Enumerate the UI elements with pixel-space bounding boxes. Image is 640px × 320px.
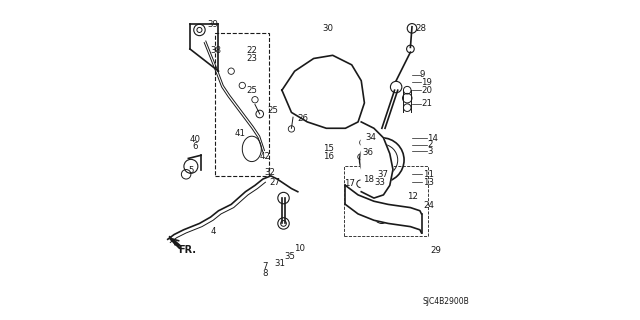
Text: 40: 40 [190, 135, 201, 144]
Text: 34: 34 [365, 133, 376, 142]
Text: 41: 41 [235, 129, 246, 138]
Text: 24: 24 [423, 201, 434, 210]
Text: 18: 18 [363, 174, 374, 184]
Text: 13: 13 [423, 178, 434, 187]
Text: SJC4B2900B: SJC4B2900B [422, 297, 469, 306]
Text: 27: 27 [269, 178, 280, 187]
Text: 15: 15 [323, 144, 333, 153]
Bar [344, 166, 428, 236]
Bar [215, 33, 269, 176]
Polygon shape [346, 185, 422, 233]
Text: 42: 42 [260, 152, 271, 161]
Text: 33: 33 [374, 178, 385, 187]
Text: 36: 36 [363, 148, 374, 156]
Text: 5: 5 [188, 166, 194, 175]
Text: 3: 3 [428, 147, 433, 156]
Polygon shape [361, 122, 393, 198]
Text: 16: 16 [323, 152, 333, 161]
Text: 8: 8 [262, 269, 268, 278]
Text: 25: 25 [268, 106, 278, 115]
Polygon shape [170, 236, 180, 249]
Text: 35: 35 [284, 252, 296, 261]
Polygon shape [282, 55, 364, 128]
Text: 32: 32 [264, 168, 275, 177]
Text: 21: 21 [422, 99, 433, 108]
Text: FR.: FR. [178, 245, 196, 255]
Text: 10: 10 [294, 244, 305, 253]
Text: 17: 17 [344, 179, 355, 188]
Text: 14: 14 [428, 134, 438, 143]
Text: 12: 12 [407, 192, 418, 201]
Text: 7: 7 [262, 262, 268, 271]
Text: 31: 31 [274, 259, 285, 268]
Text: 6: 6 [193, 142, 198, 151]
Text: 39: 39 [207, 20, 218, 29]
Text: 26: 26 [298, 114, 308, 123]
Text: 28: 28 [415, 24, 426, 33]
Text: 25: 25 [246, 86, 257, 95]
Text: 19: 19 [422, 78, 433, 87]
Text: 38: 38 [211, 46, 221, 55]
Text: 37: 37 [378, 170, 388, 179]
Text: 4: 4 [211, 227, 216, 236]
Text: 2: 2 [428, 140, 433, 149]
Text: 29: 29 [430, 246, 441, 255]
Text: 9: 9 [419, 70, 425, 79]
Text: 22: 22 [246, 46, 257, 55]
Text: 23: 23 [246, 54, 257, 63]
Text: 11: 11 [423, 170, 434, 179]
Text: 30: 30 [323, 24, 333, 33]
Text: 20: 20 [422, 86, 433, 95]
